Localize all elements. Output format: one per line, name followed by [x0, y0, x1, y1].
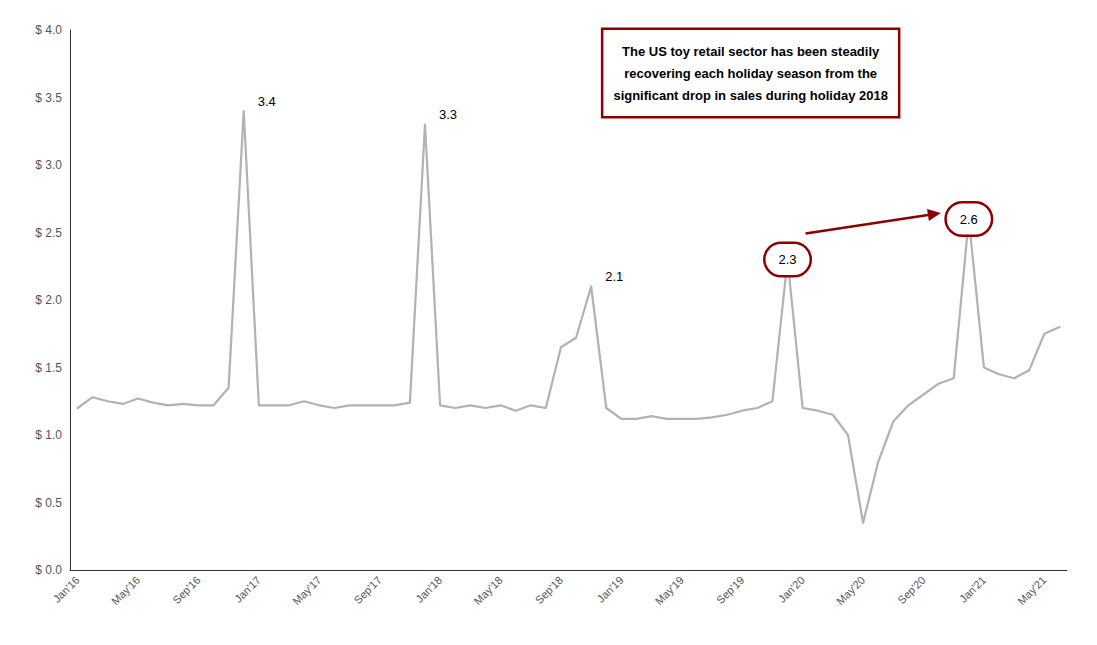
svg-text:May'16: May'16	[109, 574, 142, 607]
svg-text:$ 4.0: $ 4.0	[35, 23, 62, 37]
svg-text:Sep'16: Sep'16	[170, 574, 202, 606]
svg-text:Sep'18: Sep'18	[533, 574, 565, 606]
svg-text:May'21: May'21	[1015, 574, 1048, 607]
svg-text:Jan'16: Jan'16	[51, 574, 82, 605]
svg-text:Jan'20: Jan'20	[776, 574, 807, 605]
svg-text:Sep'20: Sep'20	[895, 574, 927, 606]
svg-text:May'19: May'19	[653, 574, 686, 607]
svg-text:2.3: 2.3	[778, 252, 796, 267]
svg-text:$ 0.0: $ 0.0	[35, 563, 62, 577]
svg-text:recovering each holiday season: recovering each holiday season from the	[624, 66, 877, 81]
svg-text:2.6: 2.6	[960, 212, 978, 227]
svg-text:Sep'17: Sep'17	[351, 574, 383, 606]
svg-text:$ 1.5: $ 1.5	[35, 361, 62, 375]
svg-text:Jan'19: Jan'19	[594, 574, 625, 605]
svg-text:significant drop in sales duri: significant drop in sales during holiday…	[613, 88, 888, 103]
svg-text:$ 0.5: $ 0.5	[35, 496, 62, 510]
svg-text:Jan'21: Jan'21	[957, 574, 988, 605]
svg-text:Jan'18: Jan'18	[413, 574, 444, 605]
svg-text:$ 3.5: $ 3.5	[35, 91, 62, 105]
svg-text:The US toy retail sector has b: The US toy retail sector has been steadi…	[622, 44, 880, 59]
svg-text:May'20: May'20	[834, 574, 867, 607]
svg-text:$ 1.0: $ 1.0	[35, 428, 62, 442]
svg-text:2.1: 2.1	[605, 269, 623, 284]
svg-text:May'17: May'17	[290, 574, 323, 607]
svg-text:$ 3.0: $ 3.0	[35, 158, 62, 172]
svg-text:May'18: May'18	[471, 574, 504, 607]
svg-text:Jan'17: Jan'17	[232, 574, 263, 605]
svg-text:$ 2.5: $ 2.5	[35, 226, 62, 240]
svg-text:$ 2.0: $ 2.0	[35, 293, 62, 307]
svg-text:3.4: 3.4	[258, 94, 276, 109]
svg-text:3.3: 3.3	[439, 107, 457, 122]
svg-text:Sep'19: Sep'19	[714, 574, 746, 606]
